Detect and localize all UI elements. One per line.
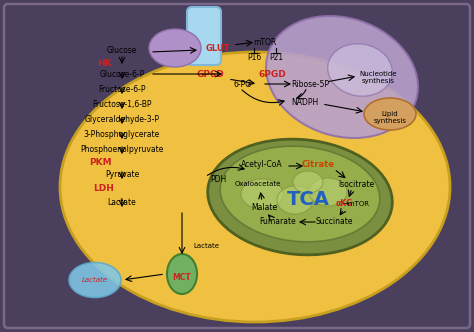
Text: →mTOR: →mTOR (343, 201, 370, 207)
Text: Glucose-6-P: Glucose-6-P (100, 69, 145, 78)
Ellipse shape (149, 29, 201, 67)
Text: Phosphoenolpyruvate: Phosphoenolpyruvate (80, 144, 164, 153)
Text: Lactate: Lactate (193, 243, 219, 249)
Text: LDH: LDH (93, 184, 114, 193)
Text: 3-Phosphoglycerate: 3-Phosphoglycerate (84, 129, 160, 138)
Text: Malate: Malate (251, 203, 277, 211)
FancyBboxPatch shape (4, 4, 470, 328)
Ellipse shape (241, 179, 283, 209)
Text: PKM: PKM (89, 157, 111, 167)
Ellipse shape (328, 44, 392, 96)
Ellipse shape (277, 186, 313, 214)
Text: Citrate: Citrate (301, 159, 335, 169)
Text: NADPH: NADPH (292, 98, 319, 107)
Text: Lactate: Lactate (108, 198, 137, 207)
Text: HK: HK (97, 58, 111, 67)
Text: GLUT: GLUT (206, 43, 230, 52)
Text: mTOR: mTOR (254, 38, 277, 46)
Text: Fumarate: Fumarate (260, 217, 296, 226)
Text: MCT: MCT (173, 273, 191, 282)
Text: Isocitrate: Isocitrate (338, 180, 374, 189)
Text: Lipid
synthesis: Lipid synthesis (374, 111, 407, 124)
Text: αKG: αKG (335, 200, 353, 208)
Ellipse shape (266, 16, 418, 138)
Ellipse shape (220, 146, 380, 242)
Ellipse shape (364, 98, 416, 130)
Text: Glyceraldehyde-3-P: Glyceraldehyde-3-P (84, 115, 159, 124)
Text: Acetyl-CoA: Acetyl-CoA (241, 159, 283, 169)
Text: TCA: TCA (287, 190, 329, 208)
Text: 6PGD: 6PGD (258, 69, 286, 78)
Text: Lactate: Lactate (82, 277, 108, 283)
Text: Glucose: Glucose (107, 45, 137, 54)
Text: Oxaloacetate: Oxaloacetate (235, 181, 281, 187)
Text: P21: P21 (269, 52, 283, 61)
Text: Pyruvate: Pyruvate (105, 170, 139, 179)
FancyBboxPatch shape (187, 7, 221, 65)
Text: 6-PG: 6-PG (234, 79, 252, 89)
Text: Fructose-1,6-BP: Fructose-1,6-BP (92, 100, 152, 109)
Ellipse shape (60, 52, 450, 322)
Text: Nucleotide
synthesis: Nucleotide synthesis (359, 70, 397, 84)
Text: PDH: PDH (210, 175, 226, 184)
Ellipse shape (167, 254, 197, 294)
Ellipse shape (293, 171, 323, 193)
Ellipse shape (69, 263, 121, 297)
Text: P16: P16 (247, 52, 261, 61)
Text: Fructose-6-P: Fructose-6-P (98, 85, 146, 94)
Text: Ribose-5P: Ribose-5P (291, 79, 329, 89)
Ellipse shape (208, 139, 392, 255)
Text: Succinate: Succinate (315, 217, 353, 226)
Ellipse shape (309, 178, 347, 206)
Text: GP6D: GP6D (196, 69, 224, 78)
